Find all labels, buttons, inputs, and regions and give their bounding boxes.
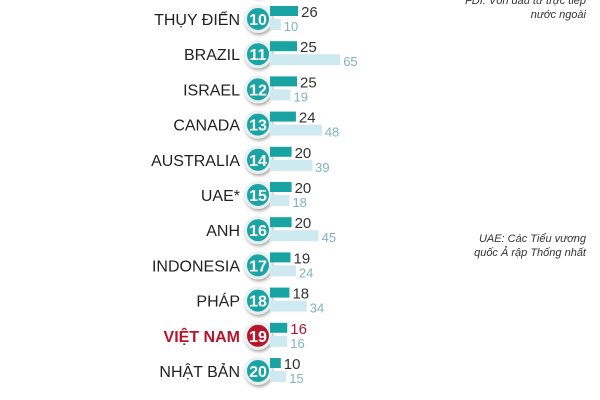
rank-number: 19 [249, 329, 267, 346]
value-label-primary: 20 [295, 215, 312, 232]
value-label-primary: 18 [292, 286, 309, 303]
value-label-primary: 16 [290, 321, 307, 338]
rank-number: 17 [249, 258, 267, 275]
rank-number: 16 [249, 223, 267, 240]
value-label-secondary: 34 [310, 301, 324, 316]
value-label-secondary: 65 [343, 54, 357, 69]
rank-number: 10 [249, 12, 267, 29]
country-label: INDONESIA [152, 258, 240, 275]
country-label: NHẬT BẢN [159, 362, 240, 381]
value-label-secondary: 18 [292, 195, 306, 210]
bar-secondary [270, 265, 296, 277]
bar-secondary [270, 371, 287, 382]
value-label-primary: 26 [301, 4, 318, 21]
rank-number: 11 [250, 47, 267, 64]
bar-secondary [270, 195, 290, 206]
bar-primary [270, 252, 291, 263]
country-label: VIỆT NAM [164, 327, 240, 346]
value-label-secondary: 24 [299, 265, 313, 280]
value-label-primary: 24 [299, 110, 316, 127]
uae-note-line2: quốc Ả rập Thống nhất [474, 247, 586, 259]
bar-primary [270, 322, 288, 333]
bar-primary [270, 111, 296, 122]
value-label-secondary: 45 [322, 230, 336, 245]
bar-secondary [270, 124, 322, 136]
bar-secondary [270, 54, 341, 66]
bar-secondary [270, 335, 288, 347]
fdi-note: FDI: Vốn đầu tư trực tiếp nước ngoài [465, 0, 586, 22]
value-label-secondary: 39 [315, 160, 329, 175]
bar-primary [270, 6, 299, 16]
country-label: ISRAEL [183, 82, 240, 99]
country-label: UAE* [201, 188, 240, 205]
bar-secondary [270, 230, 319, 242]
country-label: CANADA [173, 118, 240, 135]
value-label-secondary: 10 [284, 19, 298, 34]
value-label-secondary: 16 [290, 336, 304, 351]
country-label: BRAZIL [184, 47, 240, 64]
bar-secondary [270, 300, 307, 312]
value-label-secondary: 19 [294, 89, 308, 104]
bar-primary [270, 217, 292, 228]
value-label-primary: 19 [294, 250, 311, 267]
rank-number: 13 [249, 118, 267, 135]
bar-primary [270, 287, 290, 298]
bar-secondary [270, 89, 291, 101]
value-label-primary: 25 [300, 74, 317, 91]
value-label-primary: 10 [284, 356, 301, 373]
bar-primary [270, 76, 297, 87]
bar-primary [270, 358, 281, 368]
bar-primary [270, 182, 292, 192]
rank-number: 20 [249, 364, 267, 381]
country-label: AUSTRALIA [151, 153, 240, 170]
fdi-note-line2: nước ngoài [530, 9, 586, 21]
rank-number: 14 [249, 153, 267, 170]
value-label-secondary: 48 [325, 125, 339, 140]
uae-note: UAE: Các Tiểu vương quốc Ả rập Thống nhấ… [474, 232, 586, 260]
uae-note-line1: UAE: Các Tiểu vương [478, 233, 586, 245]
rank-number: 12 [249, 82, 267, 99]
bar-secondary [270, 159, 313, 171]
value-label-primary: 20 [295, 180, 312, 197]
country-label: ANH [206, 223, 240, 240]
fdi-note-line1: FDI: Vốn đầu tư trực tiếp [465, 0, 586, 7]
bar-secondary [270, 19, 281, 30]
value-label-primary: 20 [295, 145, 312, 162]
rank-number: 18 [249, 294, 267, 311]
value-label-secondary: 15 [289, 371, 303, 386]
bar-primary [270, 146, 292, 157]
rank-number: 15 [249, 188, 267, 205]
value-label-primary: 25 [300, 39, 317, 56]
country-label: THỤY ĐIỂN [154, 10, 240, 29]
country-label: PHÁP [196, 292, 240, 311]
bar-primary [270, 41, 297, 52]
